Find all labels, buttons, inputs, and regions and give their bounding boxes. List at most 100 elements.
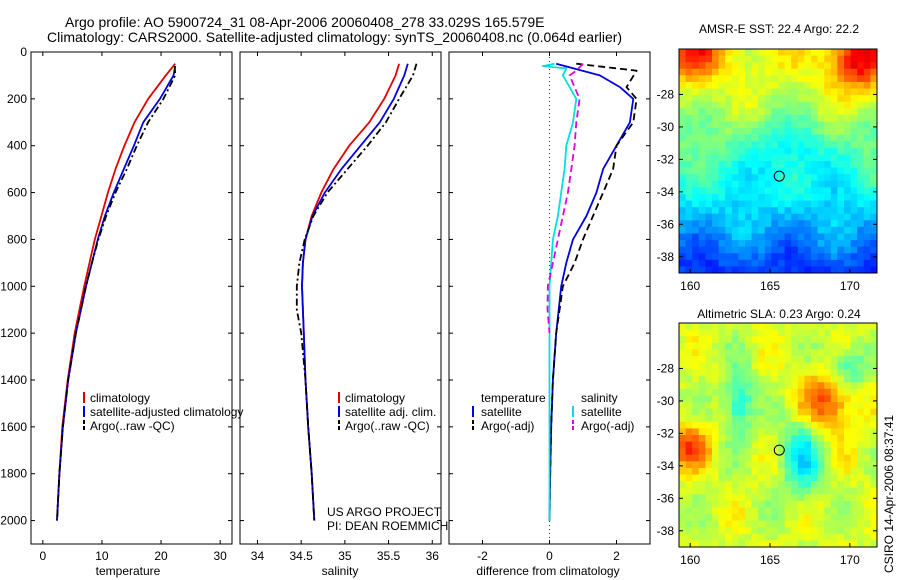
map-cell — [764, 342, 772, 350]
map-cell — [804, 121, 812, 129]
map-cell — [804, 481, 812, 489]
map-cell — [837, 49, 845, 56]
map-cell — [804, 154, 812, 162]
map-cell — [758, 375, 766, 383]
map-cell — [725, 329, 733, 337]
map-cell — [817, 114, 825, 122]
map-cell — [758, 448, 766, 456]
map-cell — [857, 240, 865, 248]
map-cell — [844, 207, 851, 215]
map-cell — [863, 388, 871, 396]
map-cell — [791, 454, 799, 462]
map-cell — [817, 161, 825, 168]
map-cell — [745, 461, 752, 469]
map-cell — [850, 329, 858, 337]
map-cell — [718, 121, 726, 129]
map-cell — [837, 174, 845, 182]
map-cell — [764, 147, 772, 155]
map-cell — [771, 147, 779, 155]
map-cell — [804, 428, 812, 436]
map-cell — [870, 193, 877, 201]
map-cell — [817, 402, 825, 410]
map-cell — [778, 428, 785, 436]
map-cell — [745, 240, 752, 248]
map-cell — [824, 88, 832, 96]
map-cell — [830, 88, 838, 96]
credit-pi: PI: DEAN ROEMMICH — [327, 519, 448, 533]
map-cell — [778, 213, 785, 221]
map-cell — [712, 461, 719, 469]
map-cell — [817, 213, 825, 221]
map-cell — [738, 520, 746, 528]
map-cell — [725, 147, 733, 155]
map-cell — [685, 213, 693, 221]
map-cell — [725, 233, 733, 241]
map-cell — [679, 507, 686, 515]
map-cell — [745, 55, 752, 63]
map-cell — [751, 193, 759, 201]
map-cell — [850, 500, 858, 508]
map-cell — [804, 114, 812, 122]
map-cell — [837, 141, 845, 149]
map-cell — [712, 180, 719, 188]
map-cell — [698, 375, 706, 383]
map-cell — [830, 68, 838, 76]
map-cell — [824, 193, 832, 201]
map-cell — [712, 161, 719, 168]
map-cell — [758, 382, 766, 390]
map-cell — [692, 408, 700, 416]
map-cell — [797, 259, 805, 267]
map-cell — [850, 323, 858, 330]
map-cell — [778, 336, 785, 344]
map-cell — [870, 540, 877, 547]
map-cell — [791, 114, 799, 122]
map-cell — [784, 266, 792, 273]
map-cell — [824, 81, 832, 89]
map-cell — [844, 355, 851, 363]
map-cell — [817, 62, 825, 70]
map-cell — [857, 527, 865, 535]
map-cell — [804, 375, 812, 383]
y-tick-label: -28 — [657, 361, 675, 375]
map-cell — [863, 382, 871, 390]
map-cell — [844, 108, 851, 116]
map-cell — [698, 253, 706, 261]
map-cell — [692, 174, 700, 182]
map-cell — [797, 514, 805, 522]
map-cell — [811, 108, 818, 116]
map-cell — [758, 246, 766, 254]
map-cell — [764, 207, 772, 215]
map-cell — [830, 323, 838, 330]
map-cell — [804, 388, 812, 396]
map-cell — [718, 154, 726, 162]
map-cell — [758, 355, 766, 363]
map-cell — [712, 233, 719, 241]
map-cell — [784, 388, 792, 396]
map-cell — [824, 441, 832, 449]
map-cell — [850, 362, 858, 370]
map-cell — [692, 362, 700, 370]
map-cell — [705, 355, 713, 363]
map-cell — [804, 187, 812, 195]
map-cell — [844, 323, 851, 330]
map-cell — [738, 448, 746, 456]
map-cell — [797, 121, 805, 129]
map-cell — [738, 388, 746, 396]
map-cell — [791, 141, 799, 149]
map-cell — [738, 382, 746, 390]
map-cell — [791, 408, 799, 416]
map-cell — [850, 355, 858, 363]
map-cell — [738, 180, 746, 188]
map-cell — [830, 494, 838, 502]
map-cell — [725, 200, 733, 208]
map-cell — [745, 435, 752, 442]
map-cell — [725, 161, 733, 168]
map-cell — [791, 207, 799, 215]
map-cell — [863, 533, 871, 541]
map-cell — [778, 323, 785, 330]
map-cell — [745, 187, 752, 195]
x-tick-label: 34 — [251, 549, 265, 563]
map-cell — [679, 395, 686, 403]
map-cell — [791, 428, 799, 436]
map-cell — [738, 329, 746, 337]
